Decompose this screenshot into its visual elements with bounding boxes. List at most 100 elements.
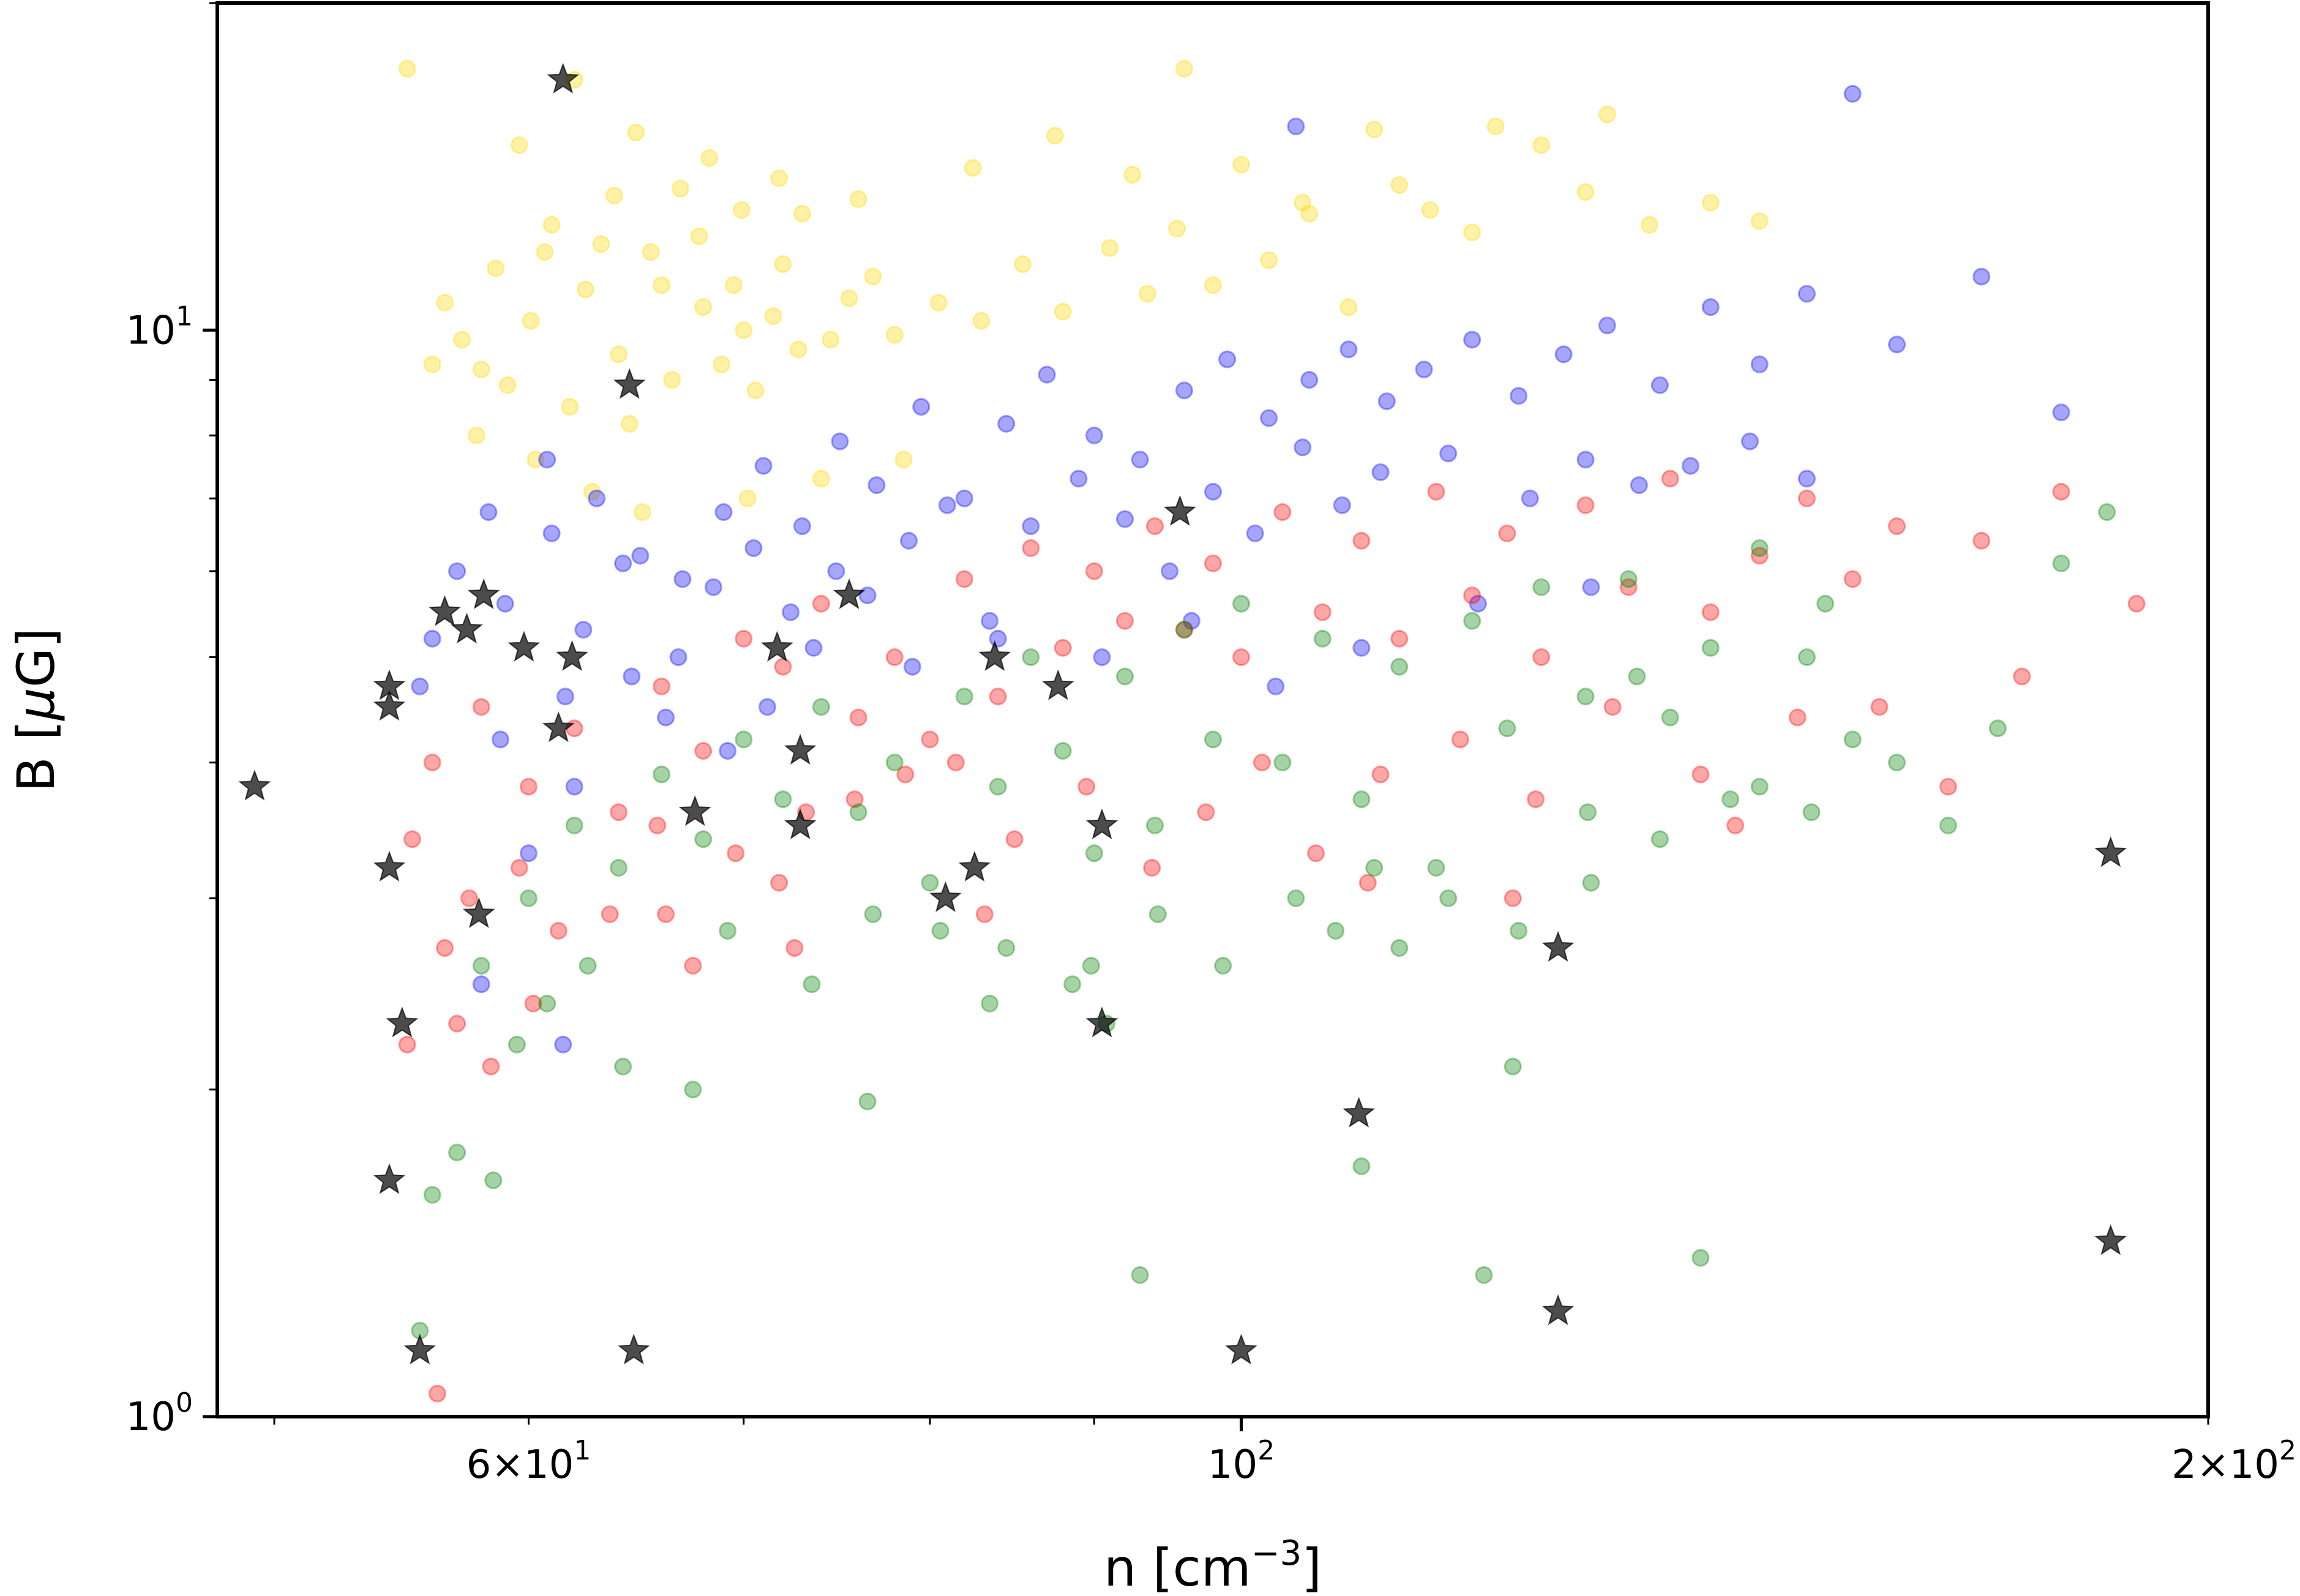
data-point (1116, 510, 1134, 528)
data-point (1576, 183, 1595, 201)
data-point (1054, 302, 1072, 321)
data-point (1498, 719, 1516, 738)
data-point (614, 1057, 632, 1076)
data-point (472, 975, 490, 994)
data-point-star (958, 850, 991, 882)
data-point (1077, 777, 1096, 796)
data-point (1054, 741, 1072, 760)
data-point (657, 905, 675, 923)
data-point (770, 874, 789, 892)
data-point (1214, 957, 1232, 975)
x-tick-base: 10 (1208, 1442, 1257, 1488)
data-point (1371, 765, 1390, 784)
data-point-star (238, 770, 271, 801)
data-point (1582, 874, 1600, 892)
data-point (1598, 105, 1616, 124)
data-point (997, 938, 1016, 957)
data-point (758, 698, 776, 716)
data-point (1750, 212, 1769, 230)
data-point (1313, 603, 1332, 621)
data-point (672, 179, 690, 198)
data-point (498, 376, 517, 394)
data-point (1797, 648, 1816, 667)
data-point-star (542, 711, 575, 743)
data-point (1463, 612, 1482, 630)
data-point (793, 204, 811, 223)
data-point (746, 381, 765, 400)
data-point (1352, 1157, 1371, 1175)
data-point (719, 921, 737, 940)
data-point (975, 905, 994, 923)
data-point (2052, 403, 2070, 422)
data-point (684, 1081, 702, 1099)
data-point (472, 361, 490, 379)
data-point (577, 280, 595, 299)
data-point (1888, 517, 1906, 536)
data-point-star (613, 368, 646, 399)
data-point (1138, 285, 1156, 303)
data-point (614, 554, 632, 572)
data-point (989, 777, 1007, 796)
data-point (610, 858, 628, 877)
data-point (1287, 889, 1305, 907)
data-point (1101, 239, 1119, 257)
data-point (727, 844, 745, 863)
data-point (1390, 658, 1409, 676)
data-point (1014, 255, 1032, 274)
data-point (955, 489, 973, 508)
data-point (1085, 426, 1103, 444)
data-point-star (547, 62, 580, 94)
data-point (864, 905, 882, 923)
data-point (448, 562, 466, 580)
data-point (1390, 938, 1409, 957)
data-point (1510, 387, 1528, 405)
data-point (864, 268, 882, 286)
data-point (1701, 193, 1720, 212)
data-point (1504, 889, 1522, 907)
data-point (1182, 612, 1201, 630)
data-point (744, 539, 763, 557)
data-point (1582, 578, 1600, 596)
data-point (1300, 204, 1319, 223)
data-point-star (373, 850, 406, 882)
data-point (1022, 539, 1040, 557)
data-point (735, 629, 753, 648)
data-point (735, 730, 753, 749)
data-point (1475, 1266, 1493, 1284)
data-point (2013, 667, 2031, 686)
data-point (487, 259, 505, 277)
data-point (1093, 648, 1111, 667)
data-point (1451, 730, 1469, 749)
data-point (770, 169, 789, 187)
data-point-star (1343, 1096, 1376, 1128)
data-point-star (508, 631, 541, 662)
x-tick-label: 6×101 (466, 1435, 591, 1488)
data-point (849, 803, 867, 822)
data-point (1532, 136, 1551, 154)
data-point (1870, 698, 1889, 716)
data-point-star (1541, 1294, 1575, 1325)
data-point (1377, 392, 1396, 411)
data-point (423, 1186, 441, 1204)
data-point (1253, 753, 1271, 771)
data-point-star (386, 1006, 419, 1038)
data-point (1661, 708, 1679, 727)
data-point (1365, 858, 1384, 877)
data-point (1339, 298, 1358, 317)
data-point (1131, 451, 1149, 469)
series-3 (411, 503, 2116, 1339)
data-point (610, 803, 628, 822)
y-tick-label: 100 (126, 1387, 193, 1440)
data-point (989, 629, 1007, 648)
data-point (631, 547, 650, 565)
data-point (845, 790, 864, 809)
data-point (1843, 84, 1862, 103)
data-point (1415, 361, 1433, 379)
data-point (1421, 201, 1439, 219)
data-point (738, 489, 757, 508)
series-4 (238, 62, 2127, 1365)
data-point (508, 1035, 526, 1054)
series-0 (398, 59, 1769, 522)
data-point (411, 677, 429, 695)
